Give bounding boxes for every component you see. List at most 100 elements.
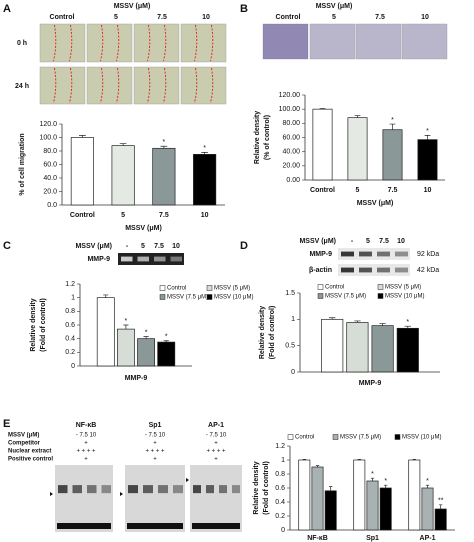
micrograph: [180, 23, 227, 63]
legend-label: Control: [325, 285, 344, 291]
error-bar: [389, 123, 396, 130]
y-tick-label: 0.8: [65, 308, 75, 315]
micrograph: [39, 23, 86, 63]
significance: *: [384, 478, 387, 485]
row-label: Nuclear extract: [8, 449, 51, 455]
error-bar: [160, 145, 168, 149]
gel: [190, 465, 242, 532]
bar: [366, 480, 379, 531]
lane-label: 10: [202, 14, 210, 21]
micrograph: [86, 23, 133, 63]
band: [173, 485, 183, 494]
band: [395, 267, 408, 273]
lane-signs: + + + +: [145, 449, 165, 455]
x-axis-label: MSSV (μM): [357, 200, 394, 207]
lane-signs: + + + +: [76, 449, 96, 455]
row-label: Positive control: [8, 457, 53, 463]
error-bar: [163, 340, 169, 343]
band: [58, 485, 68, 494]
bar: [321, 318, 344, 373]
significance: *: [406, 319, 409, 326]
row-label: 24 h: [15, 83, 29, 90]
size-label: 42 kDa: [417, 267, 439, 274]
error-bar: [412, 458, 416, 460]
error-bar: [329, 486, 333, 491]
x-tick-label: 7.5: [388, 187, 398, 194]
wound-edge: [116, 24, 120, 62]
wound-edge: [147, 67, 151, 104]
lane-signs: - 7.5 10: [145, 433, 166, 439]
significance: *: [203, 145, 206, 152]
error-bar: [103, 294, 109, 298]
lane-signs: - 7.5 10: [76, 433, 97, 439]
y-tick-label: 120.0: [39, 121, 57, 128]
band: [87, 485, 97, 494]
row-label: MSSV (μM): [8, 433, 39, 439]
lane-label: 7.5: [157, 14, 167, 21]
legend-label: MSSV (10 μM): [214, 295, 253, 301]
legend-label: MSSV (7.5 μM): [325, 294, 366, 300]
lane-label: 5: [141, 243, 145, 250]
error-bar: [425, 484, 430, 488]
error-bar: [315, 465, 320, 467]
lane-signs: +: [153, 457, 157, 463]
x-tick-label: 5: [121, 212, 125, 219]
y-tick-label: 1.5: [285, 290, 295, 297]
micrograph: [133, 66, 180, 105]
error-bar: [79, 135, 86, 138]
error-bar: [319, 108, 326, 110]
legend-label: MSSV (10 μM): [402, 435, 441, 441]
y-tick-label: 20.00: [282, 163, 300, 170]
legend-swatch: [159, 285, 166, 291]
row-label: 0 h: [17, 40, 27, 47]
band: [121, 256, 133, 262]
y-tick-label: 0.00: [286, 177, 300, 184]
band: [341, 267, 354, 273]
wound-edge: [116, 67, 120, 104]
error-bar: [119, 143, 127, 146]
band: [154, 256, 166, 262]
stain: [263, 24, 308, 59]
legend-label: MSSV (5 μM): [214, 286, 250, 292]
x-tick-label: AP-1: [420, 535, 436, 542]
band: [359, 251, 372, 257]
y-axis-label: (Fold of control): [263, 461, 270, 515]
wound-edge: [147, 24, 151, 62]
legend-label: Control: [167, 286, 186, 292]
y-tick-label: 0: [281, 527, 285, 534]
bar: [311, 466, 324, 531]
lane-signs: + + + +: [206, 449, 226, 455]
wound-edge: [69, 24, 73, 62]
y-tick-label: 1: [291, 316, 295, 323]
wound-edge: [163, 24, 167, 62]
blot-label: MMP-9: [87, 256, 110, 263]
y-tick-label: 0.5: [285, 343, 295, 350]
gel: [55, 465, 113, 532]
lane-signs: +: [84, 441, 88, 447]
bar: [396, 327, 419, 373]
legend-swatch: [332, 434, 339, 440]
micrograph: [355, 23, 402, 60]
bar: [117, 328, 135, 367]
band: [341, 251, 354, 257]
treatment-label: MSSV (μM): [299, 238, 336, 245]
band: [193, 485, 201, 494]
error-bar: [201, 152, 208, 155]
error-bar: [357, 458, 361, 460]
micrograph: [39, 66, 86, 105]
treatment-label: MSSV (μM): [114, 3, 151, 10]
legend-swatch: [317, 284, 324, 290]
y-tick-label: 1.2: [275, 443, 285, 450]
band: [137, 256, 149, 262]
bar: [193, 154, 217, 206]
band: [395, 251, 408, 257]
legend-label: MSSV (7.5 μM): [167, 295, 208, 301]
y-tick-label: 0.2: [275, 513, 285, 520]
error-bar: [143, 336, 149, 339]
wound-edge: [53, 24, 57, 62]
x-tick-label: Sp1: [366, 535, 379, 542]
panel-label: B: [240, 3, 248, 15]
significance: *: [145, 329, 148, 336]
